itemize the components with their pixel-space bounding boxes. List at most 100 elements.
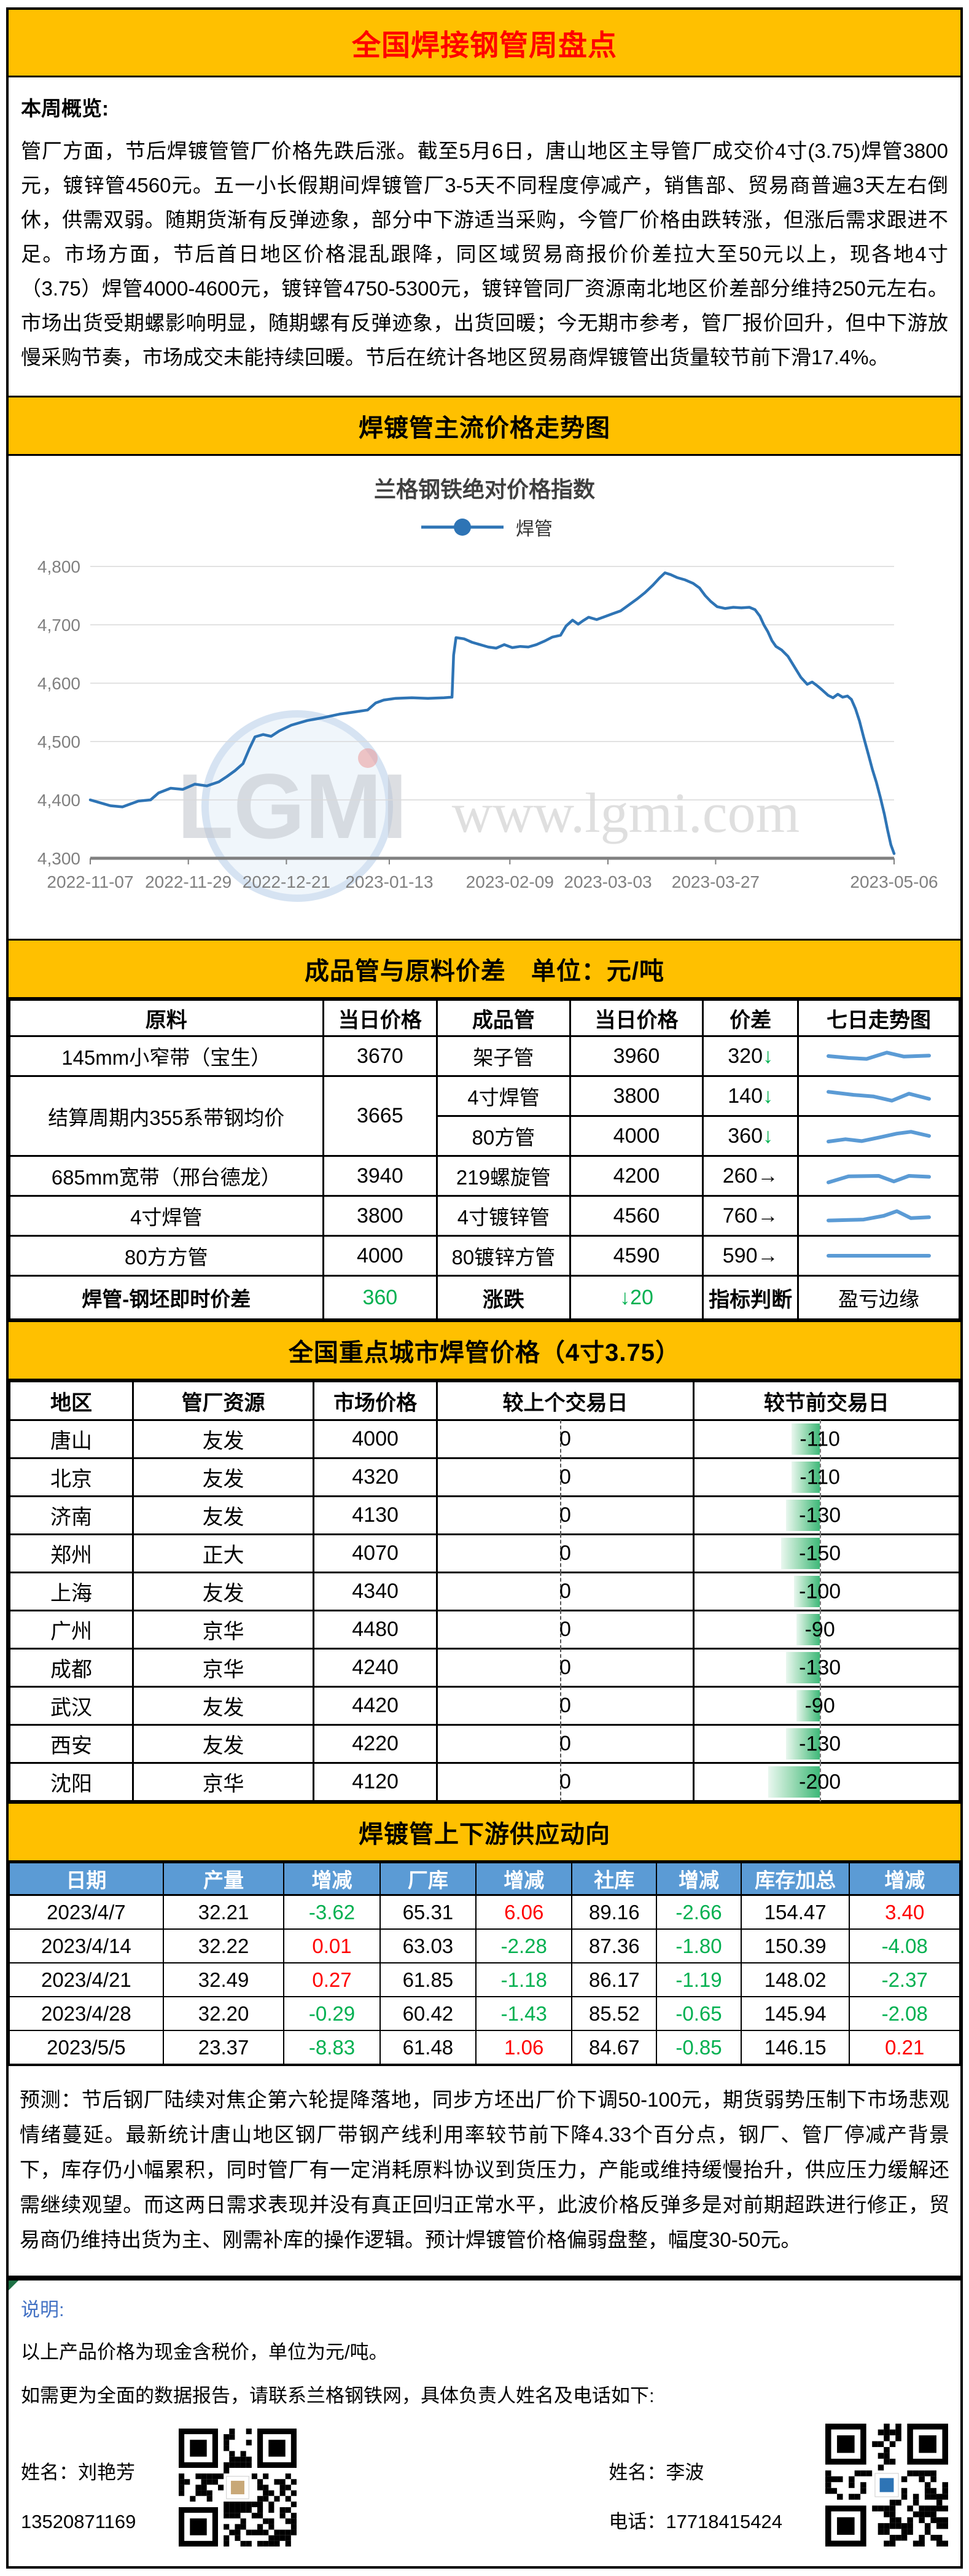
report-page: 全国焊接钢管周盘点 本周概览: 管厂方面，节后焊镀管管厂价格先跌后涨。截至5月6…: [6, 7, 963, 2569]
product-price-cell: 4590: [569, 1235, 704, 1277]
svg-text:www.lgmi.com: www.lgmi.com: [452, 781, 800, 844]
market-price-cell: 4120: [313, 1762, 438, 1802]
product-price-cell: 4000: [569, 1115, 704, 1157]
value-cell: 146.15: [740, 2030, 850, 2065]
delta-cell: -1.19: [656, 1962, 742, 1997]
product-name-cell: 4寸焊管: [436, 1075, 571, 1117]
city-price-row: 济南 友发 4130 0 -130: [8, 1495, 961, 1535]
city-price-row: 北京 友发 4320 0 -110: [8, 1457, 961, 1497]
pipe-source-cell: 友发: [132, 1572, 315, 1611]
chart-title: 兰格钢铁绝对价格指数: [373, 477, 595, 502]
column-header: 产量: [162, 1862, 285, 1896]
svg-text:2022-12-21: 2022-12-21: [243, 872, 330, 891]
market-price-cell: 4130: [313, 1495, 438, 1535]
city-price-row: 西安 友发 4220 0 -130: [8, 1724, 961, 1764]
chart-section-title: 焊镀管主流价格走势图: [9, 396, 960, 456]
material-name-cell: 145mm小窄带（宝生）: [9, 1035, 324, 1077]
series-line: [88, 571, 896, 855]
sparkline-cell: [796, 1235, 961, 1277]
data-bar: [796, 1614, 820, 1645]
delta-cell: -3.62: [283, 1894, 381, 1930]
value-cell: 89.16: [571, 1894, 658, 1930]
spread-value-cell: 360: [322, 1275, 438, 1320]
vs-pre-holiday-cell: -90: [692, 1610, 961, 1650]
watermark: LGMI www.lgmi.com: [177, 710, 800, 902]
column-header: 增减: [475, 1862, 573, 1896]
city-price-row: 武汉 友发 4420 0 -90: [8, 1686, 961, 1726]
svg-text:2022-11-29: 2022-11-29: [145, 872, 232, 891]
city-price-table-header: 地区 管厂资源 市场价格 较上个交易日 较节前交易日: [8, 1380, 961, 1421]
delta-cell: -4.08: [849, 1928, 960, 1963]
value-cell: 145.94: [740, 1996, 850, 2031]
city-price-row: 上海 友发 4340 0 -100: [8, 1572, 961, 1611]
zero-axis-line: [560, 1763, 562, 1801]
column-header: 库存加总: [740, 1862, 850, 1896]
value-cell: 63.03: [379, 1928, 477, 1963]
price-diff-row: 80方管 4000 360↓: [10, 1115, 961, 1157]
product-name-cell: 架子管: [436, 1035, 571, 1077]
product-price-cell: 3960: [569, 1035, 704, 1077]
supply-section-title: 焊镀管上下游供应动向: [9, 1802, 960, 1862]
value-cell: 60.42: [379, 1996, 477, 2031]
vs-previous-day-cell: 0: [436, 1572, 695, 1611]
trend-arrow-icon: →: [757, 1204, 779, 1227]
market-price-cell: 4320: [313, 1457, 438, 1497]
value-cell: 65.31: [379, 1894, 477, 1930]
data-bar: [796, 1690, 820, 1721]
product-price-cell: 4200: [569, 1155, 704, 1197]
overview-label: 本周概览:: [21, 97, 109, 120]
svg-text:4,300: 4,300: [37, 849, 80, 868]
column-header: 价差: [702, 999, 799, 1037]
market-price-cell: 4340: [313, 1572, 438, 1611]
value-cell: 61.48: [379, 2030, 477, 2065]
price-diff-cell: 360↓: [702, 1115, 799, 1157]
product-name-cell: 80方管: [436, 1115, 571, 1157]
zero-axis-line: [560, 1610, 562, 1649]
delta-cell: -0.85: [656, 2030, 742, 2065]
city-price-section-title: 全国重点城市焊管价格（4寸3.75）: [9, 1320, 960, 1380]
vs-pre-holiday-cell: -110: [692, 1419, 961, 1459]
city-cell: 北京: [8, 1457, 134, 1497]
report-title: 全国焊接钢管周盘点: [9, 10, 960, 77]
zero-axis-line: [560, 1686, 562, 1725]
column-header: 市场价格: [313, 1380, 438, 1421]
delta-cell: 3.40: [849, 1894, 960, 1930]
legend-label: 焊管: [516, 519, 553, 539]
bar-axis-line: [820, 1496, 822, 1535]
city-price-table: 地区 管厂资源 市场价格 较上个交易日 较节前交易日 唐山 友发 4000 0 -110 北京 友发…: [8, 1380, 961, 1802]
header-row: 原料 当日价格 成品管 当日价格 价差 七日走势图: [9, 999, 961, 1037]
column-header: 当日价格: [322, 999, 438, 1037]
column-header: 管厂资源: [132, 1380, 315, 1421]
supply-row: 2023/4/21 32.49 0.27 61.85 -1.18 86.17 -1.19 14…: [9, 1962, 960, 1997]
vs-previous-day-cell: 0: [436, 1686, 695, 1726]
vs-previous-day-cell: 0: [436, 1419, 695, 1459]
price-diff-cell: 320↓: [702, 1035, 799, 1077]
city-price-row: 沈阳 京华 4120 0 -200: [8, 1762, 961, 1802]
column-header: 七日走势图: [796, 999, 961, 1037]
zero-axis-line: [560, 1458, 562, 1497]
column-header: 增减: [283, 1862, 381, 1896]
header-row: 地区 管厂资源 市场价格 较上个交易日 较节前交易日: [8, 1380, 961, 1421]
zero-axis-line: [560, 1648, 562, 1687]
product-name-cell: 80镀锌方管: [436, 1235, 571, 1277]
indicator-label-cell: 指标判断: [702, 1275, 799, 1320]
product-price-cell: 4560: [569, 1195, 704, 1237]
data-bar: [786, 1728, 820, 1760]
price-diff-row: 结算周期内355系带钢均价 3665 4寸焊管 3800 140↓: [9, 1075, 961, 1157]
bar-axis-line: [820, 1648, 822, 1687]
city-cell: 郑州: [8, 1533, 134, 1573]
column-header: 成品管: [436, 999, 571, 1037]
price-diff-section-title: 成品管与原料价差 单位：元/吨: [9, 939, 960, 999]
data-bar: [786, 1500, 820, 1531]
supply-table-header: 日期 产量 增减 厂库 增减 社库 增减 库存加总 增减: [9, 1862, 960, 1896]
city-cell: 唐山: [8, 1419, 134, 1459]
contact-right: 姓名：李波 电话：17718415424: [609, 2424, 948, 2547]
qr-code-right: [825, 2424, 948, 2547]
bar-axis-line: [820, 1610, 822, 1649]
city-price-table-body: 唐山 友发 4000 0 -110 北京 友发 4320 0 -110 济南 友发 4130 0 -130 郑…: [8, 1419, 961, 1802]
column-header: 较节前交易日: [692, 1380, 961, 1421]
data-bar: [792, 1423, 820, 1455]
sparkline-cell: [796, 1075, 961, 1117]
svg-text:4,800: 4,800: [37, 557, 80, 576]
vs-previous-day-cell: 0: [436, 1533, 695, 1573]
